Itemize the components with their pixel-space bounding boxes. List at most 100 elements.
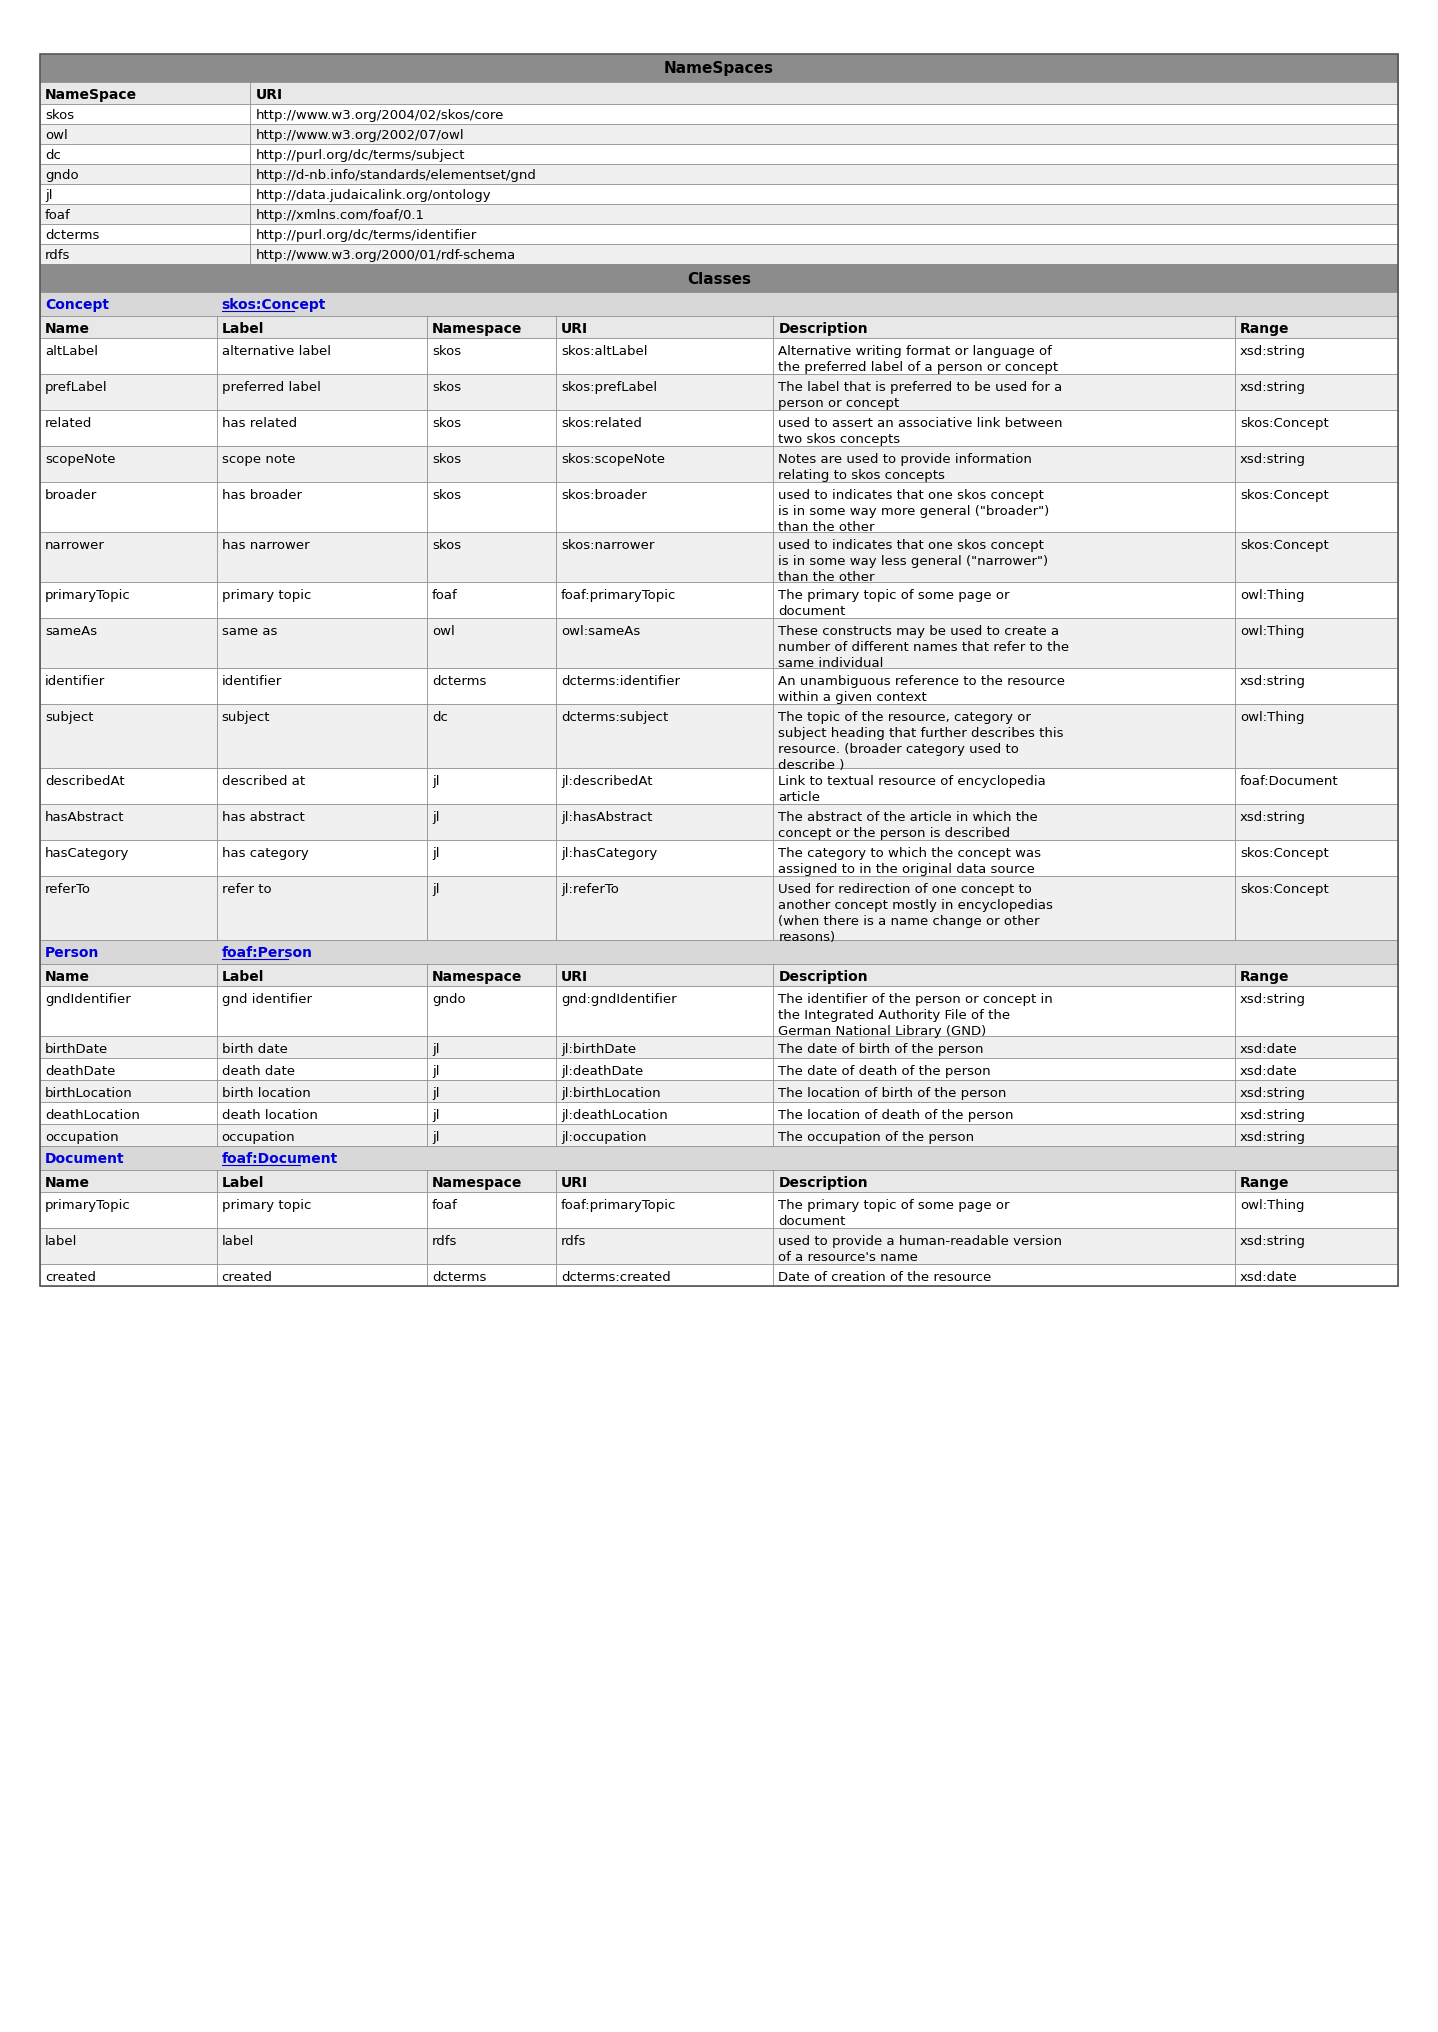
Bar: [774, 374, 1235, 410]
Bar: [427, 1081, 557, 1103]
Text: dcterms:created: dcterms:created: [561, 1270, 670, 1284]
Text: URI: URI: [256, 87, 283, 102]
Text: birthDate: birthDate: [45, 1042, 108, 1055]
Bar: [774, 618, 1235, 669]
Text: dc: dc: [431, 711, 447, 723]
Bar: [217, 1081, 427, 1103]
Text: Notes are used to provide information
relating to skos concepts: Notes are used to provide information re…: [778, 453, 1032, 482]
Bar: [217, 618, 427, 669]
Text: skos:Concept: skos:Concept: [1240, 538, 1329, 553]
Bar: [557, 618, 774, 669]
Text: deathDate: deathDate: [45, 1065, 115, 1077]
Text: has narrower: has narrower: [221, 538, 309, 553]
Text: xsd:date: xsd:date: [1240, 1270, 1297, 1284]
Text: The topic of the resource, category or
subject heading that further describes th: The topic of the resource, category or s…: [778, 711, 1064, 772]
Bar: [557, 532, 774, 583]
Bar: [40, 1103, 217, 1124]
Text: http://www.w3.org/2004/02/skos/core: http://www.w3.org/2004/02/skos/core: [256, 110, 503, 122]
Bar: [40, 317, 217, 339]
Bar: [40, 185, 250, 205]
Bar: [217, 876, 427, 941]
Text: occupation: occupation: [45, 1130, 118, 1144]
Bar: [1235, 669, 1398, 705]
Bar: [774, 805, 1235, 841]
Bar: [427, 1193, 557, 1229]
Text: primary topic: primary topic: [221, 1199, 311, 1211]
Bar: [250, 226, 1398, 246]
Bar: [217, 484, 427, 532]
Text: xsd:string: xsd:string: [1240, 1130, 1306, 1144]
Text: gnd identifier: gnd identifier: [221, 992, 312, 1006]
Bar: [557, 410, 774, 447]
Bar: [217, 965, 427, 986]
Text: foaf: foaf: [431, 589, 457, 601]
Bar: [40, 669, 217, 705]
Bar: [427, 374, 557, 410]
Bar: [1235, 374, 1398, 410]
Text: related: related: [45, 417, 92, 431]
Bar: [774, 1264, 1235, 1286]
Text: Namespace: Namespace: [431, 321, 522, 335]
Bar: [40, 339, 217, 374]
Bar: [217, 1103, 427, 1124]
Text: skos: skos: [431, 453, 462, 465]
Bar: [217, 317, 427, 339]
Text: has abstract: has abstract: [221, 811, 305, 823]
Text: Used for redirection of one concept to
another concept mostly in encyclopedias
(: Used for redirection of one concept to a…: [778, 882, 1053, 943]
Bar: [217, 669, 427, 705]
Bar: [1235, 317, 1398, 339]
Bar: [40, 986, 217, 1036]
Bar: [774, 705, 1235, 768]
Bar: [427, 1264, 557, 1286]
Text: subject: subject: [221, 711, 270, 723]
Text: describedAt: describedAt: [45, 774, 125, 788]
Text: The primary topic of some page or
document: The primary topic of some page or docume…: [778, 589, 1009, 618]
Text: owl:Thing: owl:Thing: [1240, 1199, 1304, 1211]
Bar: [40, 1170, 217, 1193]
Bar: [40, 246, 250, 264]
Bar: [774, 876, 1235, 941]
Text: jl:hasAbstract: jl:hasAbstract: [561, 811, 653, 823]
Bar: [1235, 768, 1398, 805]
Bar: [774, 1170, 1235, 1193]
Bar: [40, 447, 217, 484]
Text: identifier: identifier: [45, 675, 105, 687]
Bar: [427, 1124, 557, 1146]
Text: scope note: scope note: [221, 453, 295, 465]
Bar: [217, 374, 427, 410]
Text: The date of birth of the person: The date of birth of the person: [778, 1042, 984, 1055]
Bar: [217, 841, 427, 876]
Text: xsd:string: xsd:string: [1240, 1087, 1306, 1099]
Bar: [774, 447, 1235, 484]
Bar: [1235, 1170, 1398, 1193]
Text: gndIdentifier: gndIdentifier: [45, 992, 131, 1006]
Bar: [1235, 1103, 1398, 1124]
Bar: [557, 1193, 774, 1229]
Text: The label that is preferred to be used for a
person or concept: The label that is preferred to be used f…: [778, 380, 1063, 410]
Bar: [427, 841, 557, 876]
Bar: [1235, 876, 1398, 941]
Text: Name: Name: [45, 969, 91, 983]
Text: birthLocation: birthLocation: [45, 1087, 132, 1099]
Bar: [1235, 965, 1398, 986]
Text: same as: same as: [221, 624, 278, 638]
Bar: [774, 1059, 1235, 1081]
Text: xsd:string: xsd:string: [1240, 675, 1306, 687]
Bar: [217, 339, 427, 374]
Text: used to assert an associative link between
two skos concepts: used to assert an associative link betwe…: [778, 417, 1063, 445]
Bar: [40, 705, 217, 768]
Bar: [557, 669, 774, 705]
Bar: [40, 124, 250, 144]
Bar: [40, 876, 217, 941]
Bar: [557, 1229, 774, 1264]
Text: xsd:string: xsd:string: [1240, 811, 1306, 823]
Bar: [557, 768, 774, 805]
Text: xsd:date: xsd:date: [1240, 1042, 1297, 1055]
Bar: [217, 410, 427, 447]
Text: The identifier of the person or concept in
the Integrated Authority File of the
: The identifier of the person or concept …: [778, 992, 1053, 1038]
Text: xsd:string: xsd:string: [1240, 992, 1306, 1006]
Bar: [774, 768, 1235, 805]
Bar: [557, 805, 774, 841]
Text: skos:Concept: skos:Concept: [221, 299, 326, 311]
Text: label: label: [45, 1233, 78, 1248]
